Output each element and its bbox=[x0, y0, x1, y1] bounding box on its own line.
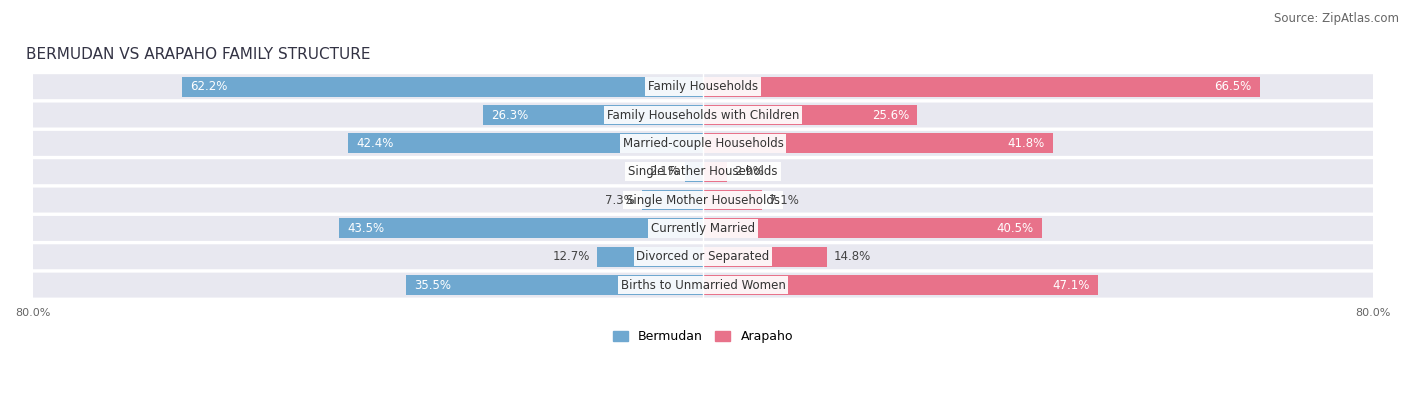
FancyBboxPatch shape bbox=[32, 188, 1374, 213]
Text: 2.1%: 2.1% bbox=[648, 165, 679, 178]
Text: 66.5%: 66.5% bbox=[1215, 80, 1251, 93]
FancyBboxPatch shape bbox=[32, 74, 1374, 99]
Bar bbox=[703, 247, 827, 267]
FancyBboxPatch shape bbox=[32, 216, 1374, 241]
Bar bbox=[482, 105, 703, 125]
Text: Family Households with Children: Family Households with Children bbox=[607, 109, 799, 122]
Bar bbox=[703, 134, 1053, 153]
Bar bbox=[685, 162, 703, 182]
Text: Single Father Households: Single Father Households bbox=[628, 165, 778, 178]
Bar bbox=[703, 275, 1098, 295]
Text: Married-couple Households: Married-couple Households bbox=[623, 137, 783, 150]
Bar bbox=[703, 105, 918, 125]
Text: Births to Unmarried Women: Births to Unmarried Women bbox=[620, 278, 786, 292]
Text: 26.3%: 26.3% bbox=[491, 109, 529, 122]
Text: Single Mother Households: Single Mother Households bbox=[626, 194, 780, 207]
Bar bbox=[703, 190, 762, 210]
Bar bbox=[641, 190, 703, 210]
Text: 7.1%: 7.1% bbox=[769, 194, 799, 207]
FancyBboxPatch shape bbox=[32, 131, 1374, 156]
Text: Source: ZipAtlas.com: Source: ZipAtlas.com bbox=[1274, 12, 1399, 25]
Text: 35.5%: 35.5% bbox=[413, 278, 451, 292]
Bar bbox=[181, 77, 703, 97]
Text: 40.5%: 40.5% bbox=[997, 222, 1033, 235]
FancyBboxPatch shape bbox=[32, 103, 1374, 128]
Bar bbox=[703, 77, 1260, 97]
Bar bbox=[339, 218, 703, 238]
Legend: Bermudan, Arapaho: Bermudan, Arapaho bbox=[607, 325, 799, 348]
Text: 47.1%: 47.1% bbox=[1052, 278, 1090, 292]
Bar bbox=[596, 247, 703, 267]
Text: 14.8%: 14.8% bbox=[834, 250, 870, 263]
Text: 62.2%: 62.2% bbox=[190, 80, 228, 93]
Text: Divorced or Separated: Divorced or Separated bbox=[637, 250, 769, 263]
Bar bbox=[347, 134, 703, 153]
Text: 25.6%: 25.6% bbox=[872, 109, 910, 122]
Text: 12.7%: 12.7% bbox=[553, 250, 591, 263]
Text: 43.5%: 43.5% bbox=[347, 222, 384, 235]
Text: 7.3%: 7.3% bbox=[606, 194, 636, 207]
Text: 2.9%: 2.9% bbox=[734, 165, 763, 178]
Bar bbox=[703, 162, 727, 182]
Bar bbox=[405, 275, 703, 295]
FancyBboxPatch shape bbox=[32, 273, 1374, 297]
Text: Currently Married: Currently Married bbox=[651, 222, 755, 235]
Text: 42.4%: 42.4% bbox=[356, 137, 394, 150]
FancyBboxPatch shape bbox=[32, 244, 1374, 269]
Text: Family Households: Family Households bbox=[648, 80, 758, 93]
FancyBboxPatch shape bbox=[32, 159, 1374, 184]
Bar bbox=[703, 218, 1042, 238]
Text: 41.8%: 41.8% bbox=[1008, 137, 1045, 150]
Text: BERMUDAN VS ARAPAHO FAMILY STRUCTURE: BERMUDAN VS ARAPAHO FAMILY STRUCTURE bbox=[25, 47, 371, 62]
